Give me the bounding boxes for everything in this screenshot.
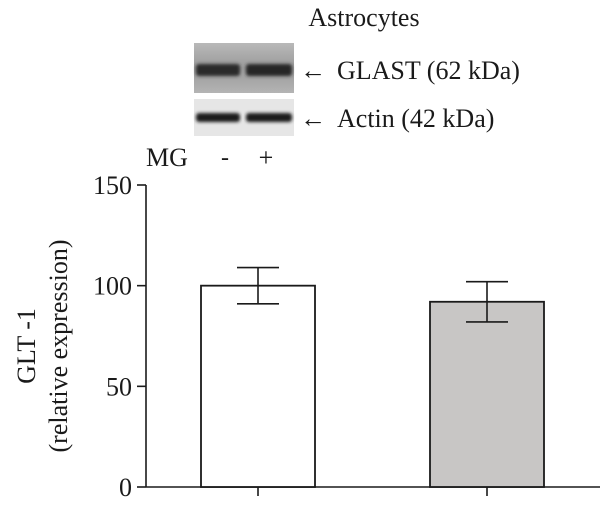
- blot-band-glast-lane-1: [196, 64, 240, 76]
- blot-panel-actin: [194, 99, 294, 136]
- y-axis-label: GLT -1 (relative expression): [12, 240, 73, 453]
- blot-arrow-glast: ←: [300, 56, 326, 85]
- y-axis-ticks: 0 50 100 150: [93, 171, 146, 502]
- y-tick-label: 150: [93, 171, 132, 200]
- blot-arrow-actin: ←: [300, 104, 326, 133]
- bar: [200, 284, 316, 488]
- blot-band-actin-lane-1: [196, 113, 240, 122]
- lane-label-plus: +: [259, 143, 274, 172]
- blot-band-label-glast: GLAST (62 kDa): [337, 56, 520, 85]
- blot-band-glast-lane-2: [246, 64, 292, 76]
- bars: [200, 266, 545, 496]
- y-axis-label-line-1: GLT -1: [12, 308, 41, 384]
- y-tick-label: 50: [106, 372, 132, 401]
- y-tick-label: 100: [93, 272, 132, 301]
- blot-title: Astrocytes: [308, 3, 419, 32]
- y-tick-label: 0: [119, 473, 132, 502]
- blot-band-label-actin: Actin (42 kDa): [337, 104, 494, 133]
- lane-label-mg: MG: [146, 143, 188, 172]
- blot-band-actin-lane-2: [246, 113, 292, 122]
- western-blot: Astrocytes ← GLAST (62 kDa) ← Actin (42 …: [146, 3, 520, 172]
- bar-chart: GLT -1 (relative expression) 0 50 100 150: [12, 171, 600, 502]
- lane-label-minus: -: [221, 145, 229, 171]
- bar: [429, 300, 545, 488]
- y-axis-label-line-2: (relative expression): [44, 240, 73, 453]
- blot-panel-glast: [194, 43, 294, 93]
